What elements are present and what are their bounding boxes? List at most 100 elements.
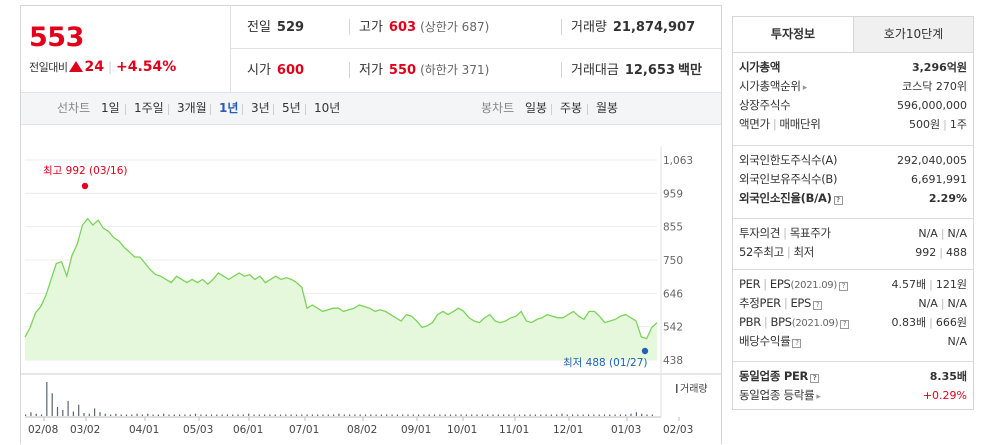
info-label: 투자의견 | 목표주가	[739, 226, 831, 240]
info-label: 외국인보유주식수(B)	[739, 172, 838, 186]
arrow-icon[interactable]: ▸	[816, 392, 821, 402]
volume-bar	[503, 414, 505, 416]
period-1w[interactable]: 1주일	[134, 101, 164, 115]
volume-bar	[582, 414, 584, 416]
help-icon[interactable]: ?	[810, 374, 820, 383]
change-percent: +4.54%	[116, 59, 177, 75]
volume-bar	[306, 414, 308, 416]
help-icon[interactable]: ?	[838, 282, 848, 291]
max-price-marker	[81, 182, 89, 190]
volume-bar	[67, 400, 69, 416]
volume-bar	[354, 414, 356, 416]
info-label: PBR | BPS(2021.09)?	[739, 313, 850, 333]
info-value: 6,691,991	[911, 173, 967, 186]
period-5y[interactable]: 5년	[282, 101, 301, 115]
price-line	[24, 217, 658, 340]
volume-bar	[402, 414, 404, 416]
period-1d[interactable]: 1일	[101, 101, 120, 115]
info-value: N/A	[947, 335, 967, 348]
info-value: 2.29%	[928, 192, 967, 205]
trade-amount: 거래대금 12,653 백만	[571, 63, 702, 78]
volume-bar	[62, 410, 64, 416]
help-icon[interactable]: ?	[840, 320, 850, 329]
price-box: 553 전일대비 24 | +4.54%	[21, 6, 231, 92]
info-row: 외국인소진율(B/A)? 2.29%	[733, 189, 973, 208]
candle-monthly[interactable]: 월봉	[596, 101, 619, 115]
volume-bar	[317, 414, 319, 416]
info-section-s3: 투자의견 | 목표주가 N/A | N/A 52주최고 | 최저 992 | 488	[733, 218, 973, 262]
tab-orderbook-10[interactable]: 호가10단계	[853, 17, 973, 52]
volume-bar	[439, 414, 441, 416]
tab-investment-info[interactable]: 투자정보	[733, 17, 853, 52]
volume-bar	[619, 414, 621, 416]
volume-bar	[460, 414, 462, 416]
investment-info-panel: 투자정보 호가10단계 시가총액 3,296억원 시가총액순위 ▸ 코스닥 270위 상장…	[732, 16, 974, 410]
volume-bar	[242, 414, 244, 416]
volume-bar	[338, 413, 340, 416]
change-label: 전일대비	[29, 61, 68, 74]
info-section-s2: 외국인한도주식수(A) 292,040,005 외국인보유주식수(B) 6,691,9…	[733, 145, 973, 208]
line-chart-label: 선차트	[57, 101, 91, 115]
period-3y[interactable]: 3년	[251, 101, 270, 115]
info-label: 외국인한도주식수(A)	[739, 153, 838, 167]
period-1y[interactable]: 1년	[219, 101, 239, 115]
candle-chart-label: 봉차트	[481, 101, 515, 115]
candle-weekly[interactable]: 주봉	[560, 101, 583, 115]
info-section-s5: 동일업종 PER? 8.35배 동일업종 등락률 ▸ +0.29%	[733, 361, 973, 405]
period-10y[interactable]: 10년	[314, 101, 341, 115]
price-chart[interactable]: 1,063 959 855 750 646 542 438 최고 992 (03/16) 최저 …	[21, 126, 721, 445]
info-label: 시가총액	[739, 60, 781, 74]
volume-bar	[343, 414, 345, 416]
quote-summary: 553 전일대비 24 | +4.54% 전일 529 고가 603 (상한가 687) 거…	[21, 6, 721, 92]
volume-bar	[25, 414, 27, 416]
volume-bar	[78, 404, 80, 416]
volume-bar	[614, 414, 616, 416]
y-tick-label: 750	[663, 255, 683, 267]
volume-bar	[290, 414, 292, 416]
help-icon[interactable]: ?	[792, 339, 802, 348]
volume-bar	[444, 414, 446, 416]
info-row: 외국인보유주식수(B) 6,691,991	[733, 170, 973, 189]
y-tick-label: 646	[663, 288, 683, 300]
volume-bar	[327, 414, 329, 416]
volume-bar	[534, 414, 536, 416]
volume-bar	[635, 412, 637, 416]
high-price: 고가 603 (상한가 687)	[359, 20, 490, 35]
volume-bar	[518, 414, 521, 416]
volume-bar	[295, 414, 298, 416]
info-row: 시가총액 3,296억원	[733, 58, 973, 77]
info-value: N/A | N/A	[918, 227, 967, 240]
arrow-icon[interactable]: ▸	[802, 83, 808, 93]
info-label: 액면가 | 매매단위	[739, 117, 821, 131]
help-icon[interactable]: ?	[813, 301, 823, 310]
x-tick-label: 05/03	[183, 424, 213, 436]
volume-bar	[157, 414, 159, 416]
volume-bar	[364, 414, 367, 416]
stock-main-panel: 553 전일대비 24 | +4.54% 전일 529 고가 603 (상한가 687) 거…	[20, 5, 722, 444]
volume-bar	[630, 413, 632, 416]
up-triangle-icon	[69, 61, 84, 72]
x-tick-label: 09/01	[401, 424, 431, 436]
info-label: 52주최고 | 최저	[739, 245, 815, 259]
price-change: 전일대비 24 | +4.54%	[29, 59, 177, 75]
info-row: 동일업종 PER? 8.35배	[733, 367, 973, 386]
volume-bar	[279, 414, 282, 416]
volume-bar	[487, 414, 489, 416]
candle-daily[interactable]: 일봉	[525, 101, 548, 115]
info-value: 8.35배	[929, 370, 967, 383]
volume-bar	[51, 393, 53, 416]
volume-bar	[120, 414, 122, 416]
volume-bar	[561, 413, 563, 416]
volume-bar	[625, 414, 627, 416]
volume-bar	[588, 414, 590, 416]
volume-bar	[449, 414, 452, 416]
volume-bar	[476, 414, 478, 416]
help-icon[interactable]: ?	[833, 196, 843, 205]
volume-bar	[333, 414, 335, 416]
volume-bar	[407, 414, 409, 416]
volume-bar	[35, 413, 37, 416]
volume-bar	[641, 413, 643, 416]
change-amount: 24	[84, 59, 104, 75]
period-3m[interactable]: 3개월	[177, 101, 207, 115]
volume-bar	[99, 412, 101, 416]
